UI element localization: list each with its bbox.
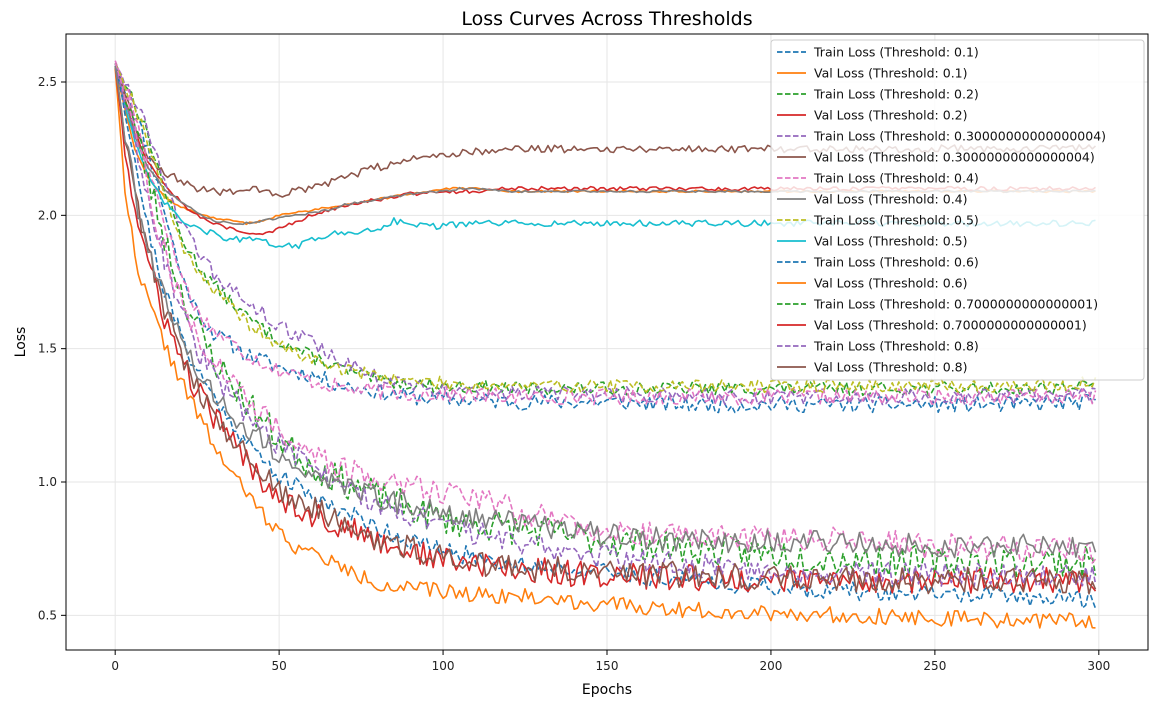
legend-box	[770, 39, 1145, 381]
x-tick-label: 250	[923, 659, 946, 673]
x-axis-label: Epochs	[582, 682, 632, 698]
legend-entry-label: Val Loss (Threshold: 0.8)	[814, 360, 968, 375]
series-line-12	[114, 68, 1096, 629]
legend-entry-label: Train Loss (Threshold: 0.2)	[813, 87, 979, 102]
x-tick-label: 50	[271, 659, 286, 673]
legend-entry-label: Train Loss (Threshold: 0.5)	[813, 213, 979, 228]
legend-entry-label: Train Loss (Threshold: 0.4)	[813, 171, 979, 186]
chart-title: Loss Curves Across Thresholds	[461, 8, 752, 30]
y-tick-label: 2.0	[38, 208, 57, 222]
series-line-7	[114, 60, 1097, 406]
legend-entry-label: Train Loss (Threshold: 0.1)	[813, 45, 979, 60]
y-tick-label: 0.5	[38, 608, 57, 622]
legend: Train Loss (Threshold: 0.1) Val Loss (Thr…	[770, 39, 1145, 381]
x-tick-label: 100	[432, 659, 455, 673]
legend-entry-label: Val Loss (Threshold: 0.30000000000000004…	[814, 150, 1095, 165]
legend-entry-label: Val Loss (Threshold: 0.5)	[814, 234, 968, 249]
legend-entry-label: Train Loss (Threshold: 0.700000000000000…	[813, 297, 1098, 312]
x-tick-label: 150	[596, 659, 619, 673]
y-axis-label: Loss	[13, 327, 29, 358]
legend-entry-label: Val Loss (Threshold: 0.6)	[814, 276, 968, 291]
series-line-14	[114, 65, 1097, 594]
x-tick-label: 200	[759, 659, 782, 673]
y-tick-label: 1.0	[38, 475, 57, 489]
legend-entry-label: Train Loss (Threshold: 0.8)	[813, 339, 979, 354]
series-line-16	[114, 65, 1097, 595]
legend-entry-label: Val Loss (Threshold: 0.4)	[814, 192, 968, 207]
legend-entry-label: Train Loss (Threshold: 0.6)	[813, 255, 979, 270]
x-tick-label: 300	[1087, 659, 1110, 673]
series-line-15	[114, 65, 1097, 588]
series-line-17	[114, 63, 1097, 564]
legend-entry-label: Val Loss (Threshold: 0.1)	[814, 66, 968, 81]
legend-entry-label: Val Loss (Threshold: 0.7000000000000001)	[814, 318, 1087, 333]
y-tick-label: 1.5	[38, 342, 57, 356]
series-line-3	[114, 62, 1096, 396]
y-tick-label: 2.5	[38, 75, 57, 89]
axis-ticks: 0 50 100 150 200 250 300 0.5 1.0 1.5 2.0 2.5	[38, 75, 1110, 673]
x-tick-label: 0	[111, 659, 119, 673]
series-line-18	[114, 65, 1097, 559]
legend-entry-label: Train Loss (Threshold: 0.300000000000000…	[813, 129, 1106, 144]
series-line-1	[114, 65, 1097, 414]
legend-entry-label: Val Loss (Threshold: 0.2)	[814, 108, 968, 123]
